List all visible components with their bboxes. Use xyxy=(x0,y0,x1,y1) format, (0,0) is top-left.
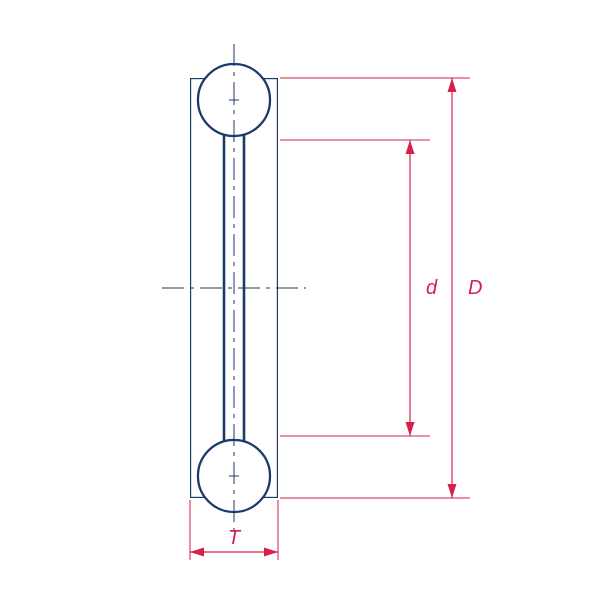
dim-label-D: D xyxy=(468,277,482,299)
overlays xyxy=(162,44,306,532)
dim-label-d: d xyxy=(426,277,438,299)
dim-label-T: T xyxy=(228,527,242,549)
